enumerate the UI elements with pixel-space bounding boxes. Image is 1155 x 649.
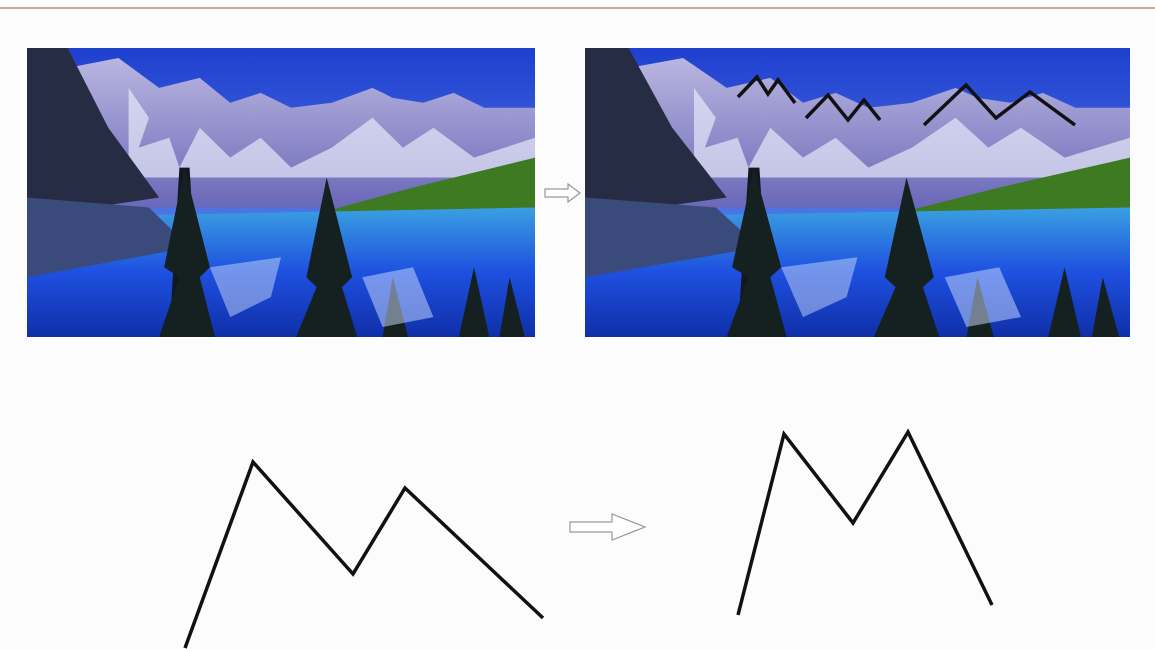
arrow xyxy=(569,513,647,541)
overlay-zigzag xyxy=(922,82,1077,127)
landscape-photo-annotated xyxy=(585,48,1130,337)
arrow xyxy=(544,182,581,204)
overlay-zigzag xyxy=(804,92,882,123)
zigzag-shape xyxy=(183,458,545,649)
zigzag-shape-transformed xyxy=(736,428,994,616)
landscape-photo xyxy=(27,48,535,337)
overlay-zigzag xyxy=(736,74,797,105)
mountain-sketch-overlay xyxy=(736,74,1077,127)
